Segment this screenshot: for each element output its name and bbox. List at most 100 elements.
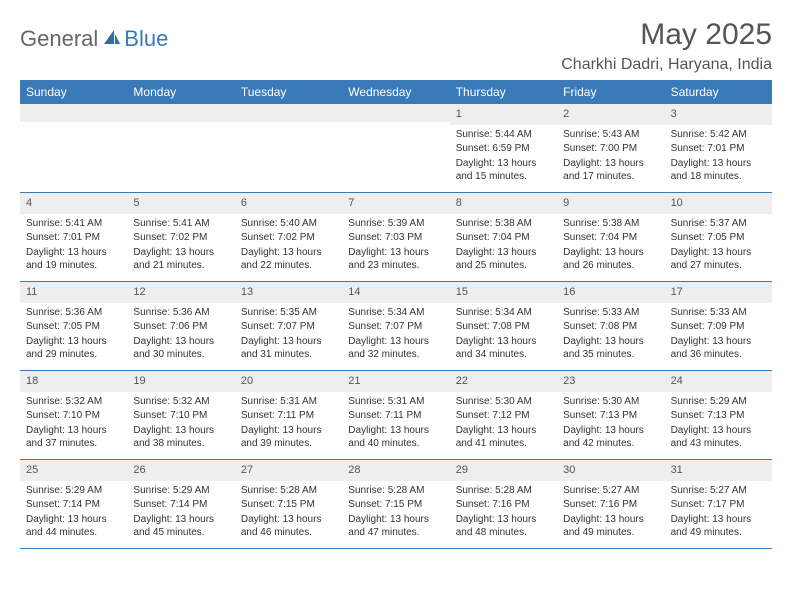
daylight-text: Daylight: 13 hours and 30 minutes. xyxy=(133,335,228,362)
sunset-text: Sunset: 7:15 PM xyxy=(241,498,336,512)
sunset-text: Sunset: 7:11 PM xyxy=(241,409,336,423)
daylight-text: Daylight: 13 hours and 15 minutes. xyxy=(456,157,551,184)
calendar-day: 19 Sunrise: 5:32 AMSunset: 7:10 PMDayligh… xyxy=(127,371,234,459)
sunset-text: Sunset: 7:12 PM xyxy=(456,409,551,423)
sunset-text: Sunset: 7:07 PM xyxy=(348,320,443,334)
daylight-text: Daylight: 13 hours and 47 minutes. xyxy=(348,513,443,540)
brand-text-1: General xyxy=(20,26,98,52)
calendar-day: 17Sunrise: 5:33 AMSunset: 7:09 PMDayligh… xyxy=(665,282,772,370)
day-of-week-header: Sunday Monday Tuesday Wednesday Thursday… xyxy=(20,80,772,104)
brand-sail-icon xyxy=(102,28,122,51)
day-number: 28 xyxy=(342,460,449,481)
daylight-text: Daylight: 13 hours and 38 minutes. xyxy=(133,424,228,451)
day-details: Sunrise: 5:28 AMSunset: 7:15 PMDaylight:… xyxy=(342,484,449,545)
sunset-text: Sunset: 7:08 PM xyxy=(563,320,658,334)
sunset-text: Sunset: 7:01 PM xyxy=(671,142,766,156)
day-number xyxy=(342,104,449,122)
sunrise-text: Sunrise: 5:38 AM xyxy=(563,217,658,231)
dow-tuesday: Tuesday xyxy=(235,80,342,104)
daylight-text: Daylight: 13 hours and 29 minutes. xyxy=(26,335,121,362)
calendar-day xyxy=(235,104,342,192)
calendar-day: 26Sunrise: 5:29 AMSunset: 7:14 PMDayligh… xyxy=(127,460,234,548)
day-number: 19 xyxy=(127,371,234,392)
daylight-text: Daylight: 13 hours and 35 minutes. xyxy=(563,335,658,362)
day-details: Sunrise: 5:43 AMSunset: 7:00 PMDaylight:… xyxy=(557,128,664,189)
sunrise-text: Sunrise: 5:29 AM xyxy=(26,484,121,498)
day-details: Sunrise: 5:27 AMSunset: 7:16 PMDaylight:… xyxy=(557,484,664,545)
day-number: 3 xyxy=(665,104,772,125)
sunrise-text: Sunrise: 5:33 AM xyxy=(563,306,658,320)
day-details: Sunrise: 5:33 AMSunset: 7:09 PMDaylight:… xyxy=(665,306,772,367)
day-number: 29 xyxy=(450,460,557,481)
sunset-text: Sunset: 7:15 PM xyxy=(348,498,443,512)
day-number: 30 xyxy=(557,460,664,481)
day-number: 25 xyxy=(20,460,127,481)
calendar-day: 6Sunrise: 5:40 AMSunset: 7:02 PMDaylight… xyxy=(235,193,342,281)
month-title: May 2025 xyxy=(561,18,772,52)
day-details: Sunrise: 5:31 AMSunset: 7:11 PMDaylight:… xyxy=(235,395,342,456)
day-number: 10 xyxy=(665,193,772,214)
sunset-text: Sunset: 7:08 PM xyxy=(456,320,551,334)
sunrise-text: Sunrise: 5:39 AM xyxy=(348,217,443,231)
sunrise-text: Sunrise: 5:28 AM xyxy=(348,484,443,498)
day-number: 31 xyxy=(665,460,772,481)
daylight-text: Daylight: 13 hours and 25 minutes. xyxy=(456,246,551,273)
daylight-text: Daylight: 13 hours and 49 minutes. xyxy=(563,513,658,540)
daylight-text: Daylight: 13 hours and 49 minutes. xyxy=(671,513,766,540)
sunset-text: Sunset: 7:02 PM xyxy=(241,231,336,245)
daylight-text: Daylight: 13 hours and 23 minutes. xyxy=(348,246,443,273)
day-number: 12 xyxy=(127,282,234,303)
calendar-week: 18Sunrise: 5:32 AMSunset: 7:10 PMDayligh… xyxy=(20,371,772,460)
daylight-text: Daylight: 13 hours and 39 minutes. xyxy=(241,424,336,451)
calendar-week: 4Sunrise: 5:41 AMSunset: 7:01 PMDaylight… xyxy=(20,193,772,282)
sunset-text: Sunset: 7:04 PM xyxy=(563,231,658,245)
daylight-text: Daylight: 13 hours and 43 minutes. xyxy=(671,424,766,451)
calendar-day: 23Sunrise: 5:30 AMSunset: 7:13 PMDayligh… xyxy=(557,371,664,459)
day-number: 14 xyxy=(342,282,449,303)
calendar-day: 27Sunrise: 5:28 AMSunset: 7:15 PMDayligh… xyxy=(235,460,342,548)
sunset-text: Sunset: 7:02 PM xyxy=(133,231,228,245)
sunset-text: Sunset: 7:10 PM xyxy=(26,409,121,423)
day-details: Sunrise: 5:33 AMSunset: 7:08 PMDaylight:… xyxy=(557,306,664,367)
calendar-day: 16Sunrise: 5:33 AMSunset: 7:08 PMDayligh… xyxy=(557,282,664,370)
day-details: Sunrise: 5:28 AMSunset: 7:15 PMDaylight:… xyxy=(235,484,342,545)
sunrise-text: Sunrise: 5:41 AM xyxy=(133,217,228,231)
dow-sunday: Sunday xyxy=(20,80,127,104)
daylight-text: Daylight: 13 hours and 48 minutes. xyxy=(456,513,551,540)
sunrise-text: Sunrise: 5:44 AM xyxy=(456,128,551,142)
sunset-text: Sunset: 7:01 PM xyxy=(26,231,121,245)
calendar-day: 3 Sunrise: 5:42 AMSunset: 7:01 PMDaylight… xyxy=(665,104,772,192)
sunset-text: Sunset: 7:06 PM xyxy=(133,320,228,334)
calendar-day xyxy=(342,104,449,192)
sunset-text: Sunset: 7:13 PM xyxy=(563,409,658,423)
sunrise-text: Sunrise: 5:35 AM xyxy=(241,306,336,320)
daylight-text: Daylight: 13 hours and 31 minutes. xyxy=(241,335,336,362)
day-details: Sunrise: 5:41 AMSunset: 7:02 PMDaylight:… xyxy=(127,217,234,278)
calendar-grid: 1Sunrise: 5:44 AMSunset: 6:59 PMDaylight… xyxy=(20,104,772,549)
calendar-day: 21Sunrise: 5:31 AMSunset: 7:11 PMDayligh… xyxy=(342,371,449,459)
sunrise-text: Sunrise: 5:36 AM xyxy=(26,306,121,320)
sunset-text: Sunset: 7:16 PM xyxy=(456,498,551,512)
day-details: Sunrise: 5:29 AMSunset: 7:13 PMDaylight:… xyxy=(665,395,772,456)
sunset-text: Sunset: 6:59 PM xyxy=(456,142,551,156)
day-details: Sunrise: 5:42 AMSunset: 7:01 PMDaylight:… xyxy=(665,128,772,189)
calendar-day: 9Sunrise: 5:38 AMSunset: 7:04 PMDaylight… xyxy=(557,193,664,281)
day-details: Sunrise: 5:38 AMSunset: 7:04 PMDaylight:… xyxy=(557,217,664,278)
header: General Blue May 2025 Charkhi Dadri, Har… xyxy=(20,18,772,74)
calendar-week: 11Sunrise: 5:36 AMSunset: 7:05 PMDayligh… xyxy=(20,282,772,371)
sunrise-text: Sunrise: 5:43 AM xyxy=(563,128,658,142)
sunrise-text: Sunrise: 5:38 AM xyxy=(456,217,551,231)
sunrise-text: Sunrise: 5:27 AM xyxy=(671,484,766,498)
dow-wednesday: Wednesday xyxy=(342,80,449,104)
sunrise-text: Sunrise: 5:34 AM xyxy=(456,306,551,320)
daylight-text: Daylight: 13 hours and 41 minutes. xyxy=(456,424,551,451)
sunrise-text: Sunrise: 5:32 AM xyxy=(133,395,228,409)
daylight-text: Daylight: 13 hours and 32 minutes. xyxy=(348,335,443,362)
sunset-text: Sunset: 7:14 PM xyxy=(26,498,121,512)
day-number: 20 xyxy=(235,371,342,392)
sunset-text: Sunset: 7:10 PM xyxy=(133,409,228,423)
day-details: Sunrise: 5:29 AMSunset: 7:14 PMDaylight:… xyxy=(20,484,127,545)
calendar-week: 1Sunrise: 5:44 AMSunset: 6:59 PMDaylight… xyxy=(20,104,772,193)
calendar-day: 25 Sunrise: 5:29 AMSunset: 7:14 PMDayligh… xyxy=(20,460,127,548)
sunset-text: Sunset: 7:13 PM xyxy=(671,409,766,423)
